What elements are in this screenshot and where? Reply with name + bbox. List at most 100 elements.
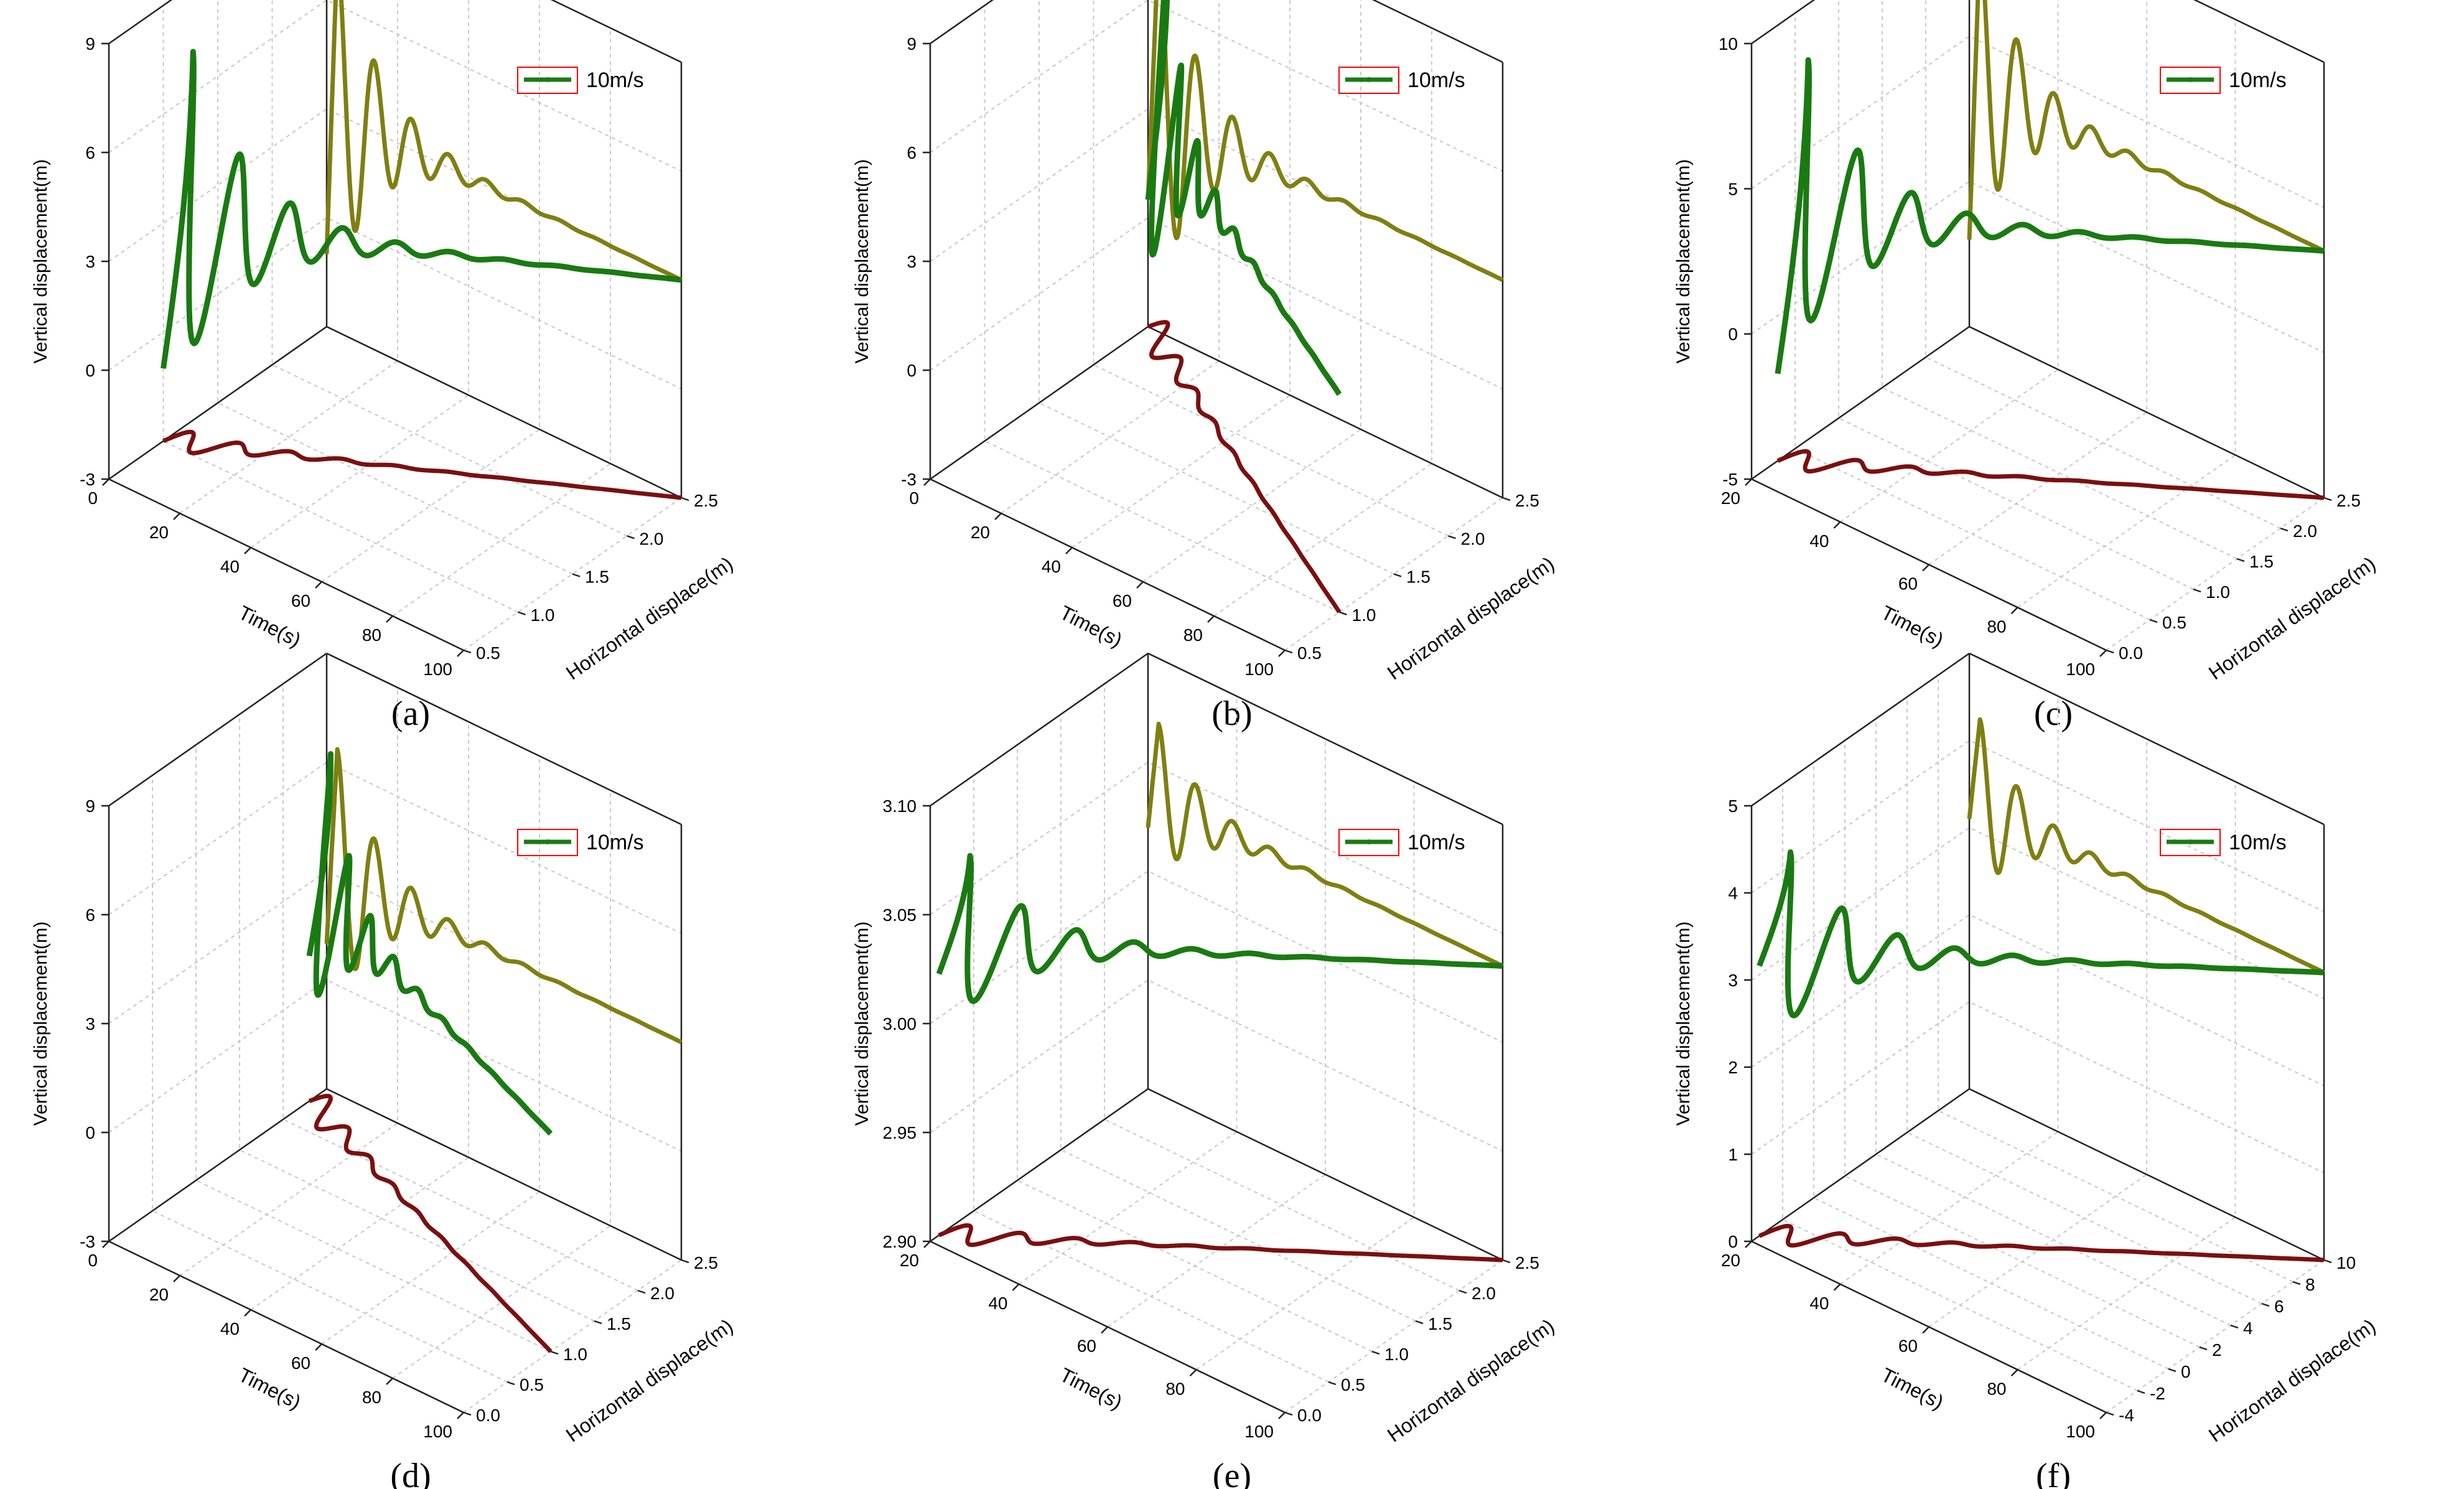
- z-tick-label: 1: [1728, 1145, 1738, 1164]
- legend-marker: [545, 839, 550, 844]
- horizontal-tick-label: 2.0: [1461, 529, 1485, 548]
- horizontal-gridline: [326, 653, 682, 1261]
- horizontal-tick: [2106, 1411, 2114, 1416]
- z-tick-label: 0: [907, 361, 917, 380]
- horizontal-tick-label: 0.0: [2119, 643, 2143, 663]
- time-gridline: [1751, 0, 1970, 480]
- axis-line: [1969, 1088, 2325, 1261]
- horizontal-tick-label: 0.0: [1297, 1406, 1322, 1425]
- time-tick-label: 0: [88, 1251, 98, 1270]
- horizontal-tick-label: 6: [2274, 1297, 2284, 1316]
- time-tick-label: 60: [291, 591, 310, 610]
- axis-line: [1751, 652, 1970, 807]
- axis-line: [108, 652, 327, 807]
- axis-line: [326, 652, 682, 826]
- panel-label: (f): [2036, 1457, 2071, 1489]
- z-tick-label: 3.05: [883, 905, 917, 925]
- time-gridline: [1839, 696, 2059, 1285]
- horizontal-tick-label: 1.0: [2206, 582, 2230, 602]
- z-gridline: [108, 652, 682, 825]
- horizontal-tick: [518, 611, 526, 615]
- legend: 10m/s: [2160, 829, 2287, 856]
- z-tick-label: -3: [80, 470, 95, 489]
- legend-box: [2160, 67, 2221, 94]
- horizontal-tick-label: 0: [2181, 1362, 2191, 1381]
- legend-marker: [1366, 839, 1371, 844]
- z-tick-label: 9: [907, 34, 917, 54]
- horizontal-tick-label: 10: [2336, 1253, 2356, 1272]
- horizontal-tick: [2230, 1324, 2239, 1329]
- time-tick: [102, 1241, 110, 1248]
- time-gridline: [1284, 62, 1503, 651]
- axis-line: [930, 1088, 1149, 1243]
- z-tick-label: 9: [85, 34, 95, 54]
- series-line-10ms: [1145, 0, 1342, 397]
- time-tick-label: 20: [971, 523, 990, 542]
- time-tick-label: 100: [1244, 660, 1274, 679]
- horizontal-tick: [2280, 527, 2289, 532]
- chart-panel-d: -303690204060801000.00.51.01.52.02.5Vert…: [30, 652, 737, 1489]
- time-tick: [386, 615, 393, 623]
- horizontal-gridline: [1782, 784, 2138, 1391]
- horizontal-tick: [1393, 573, 1402, 577]
- time-tick-label: 40: [220, 1319, 240, 1338]
- z-tick-label: -5: [1722, 470, 1738, 489]
- time-tick: [1278, 650, 1286, 657]
- time-tick-label: 40: [1809, 531, 1829, 551]
- axes-frame: [108, 652, 683, 1414]
- vertical-axis-label: Vertical displacement(m): [1673, 159, 1694, 363]
- time-tick: [1745, 478, 1752, 486]
- wall-projection-line: [1146, 721, 1505, 968]
- time-tick: [2010, 607, 2018, 615]
- floor-projection-line: [1147, 320, 1342, 614]
- z-gridline: [1751, 325, 2325, 498]
- floor-projection-line: [162, 429, 683, 500]
- floor-projection-line: [308, 1093, 553, 1353]
- series-line-10ms: [1775, 57, 2326, 375]
- legend-marker: [2188, 839, 2193, 844]
- time-tick-label: 80: [1183, 625, 1203, 645]
- horizontal-tick: [2236, 558, 2245, 562]
- horizontal-tick-label: 2.5: [2336, 491, 2361, 510]
- axis-line: [1969, 325, 2325, 499]
- axis-line: [108, 0, 173, 45]
- legend-marker: [1366, 77, 1371, 82]
- legend-label: 10m/s: [2229, 831, 2287, 854]
- axis-line: [108, 1240, 464, 1414]
- time-tick-label: 40: [988, 1294, 1007, 1313]
- time-tick: [386, 1378, 393, 1385]
- horizontal-gridline: [239, 714, 595, 1322]
- legend: 10m/s: [517, 67, 644, 94]
- horizontal-tick: [2193, 588, 2201, 593]
- horizontal-tick-label: 8: [2305, 1275, 2315, 1294]
- z-gridline: [108, 325, 682, 498]
- legend-label: 10m/s: [2229, 68, 2287, 92]
- panel-label: (e): [1213, 1457, 1251, 1489]
- z-gridline: [930, 325, 1503, 498]
- time-tick-label: 60: [1898, 574, 1918, 594]
- z-gridline: [930, 979, 1503, 1152]
- time-tick: [923, 1241, 931, 1248]
- axis-line: [1751, 325, 1970, 480]
- time-tick: [2099, 1412, 2107, 1419]
- legend-marker: [2188, 77, 2193, 82]
- horizontal-tick: [1371, 1350, 1380, 1355]
- time-gridline: [463, 62, 682, 651]
- horizontal-tick: [463, 649, 472, 654]
- legend-box: [517, 67, 578, 94]
- z-gridline: [930, 0, 1503, 63]
- chart-panel-a: -303690204060801000.51.01.52.02.5Vertica…: [30, 0, 737, 733]
- horizontal-tick: [1284, 1411, 1293, 1416]
- time-gridline: [1213, 28, 1432, 617]
- time-tick-label: 0: [88, 488, 98, 508]
- floor-projection-line: [1758, 1223, 2325, 1263]
- series-line-10ms: [936, 852, 1505, 1004]
- time-gridline: [250, 0, 469, 548]
- horizontal-tick-label: 4: [2243, 1319, 2253, 1338]
- z-tick-label: 2: [1728, 1058, 1738, 1077]
- z-tick-label: 5: [1728, 796, 1738, 816]
- time-tick-label: 20: [1721, 1251, 1740, 1270]
- wall-projection-line: [324, 0, 683, 282]
- time-gridline: [930, 653, 1149, 1242]
- legend-label: 10m/s: [1407, 68, 1465, 92]
